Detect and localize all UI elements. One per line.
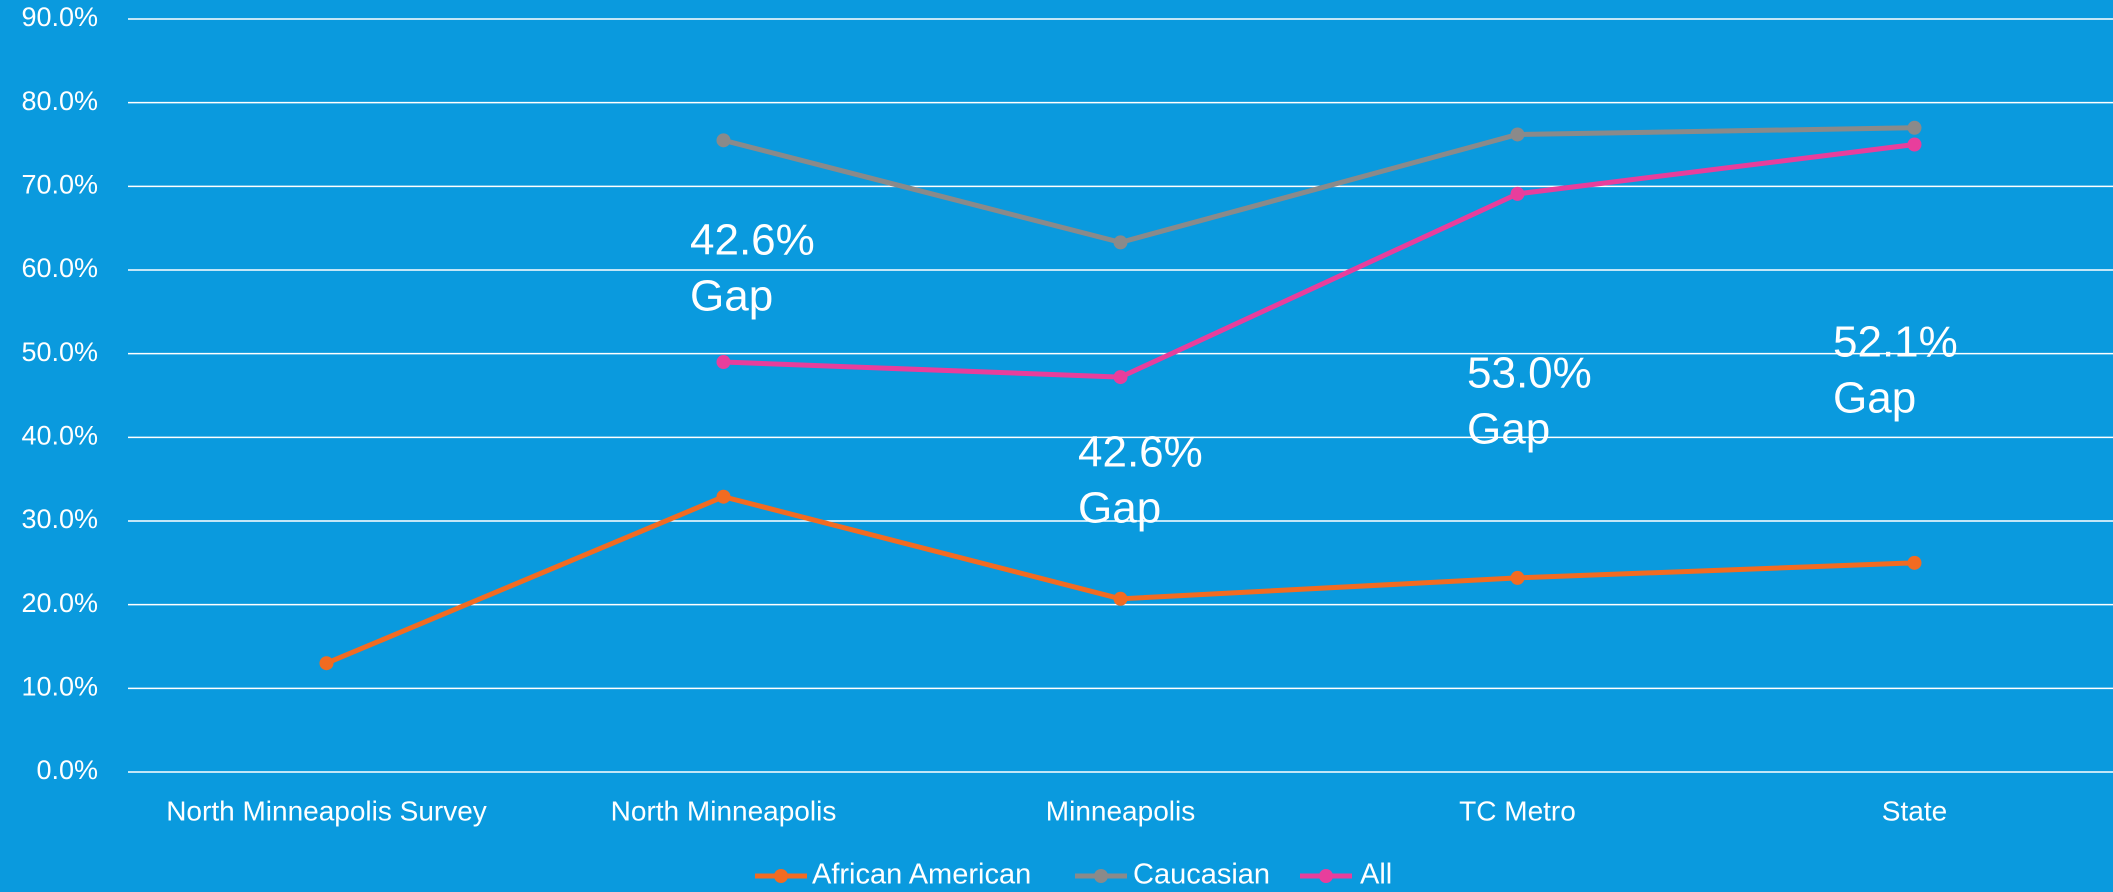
series-line xyxy=(723,142,1915,380)
annotation: Gap xyxy=(1833,374,1916,423)
x-tick-label: State xyxy=(1882,795,1947,826)
x-tick-label: North Minneapolis xyxy=(611,795,837,826)
legend-label: African American xyxy=(812,859,1031,891)
y-tick-label: 0.0% xyxy=(36,755,98,785)
y-tick-label: 20.0% xyxy=(21,588,98,618)
point xyxy=(1907,555,1922,570)
point xyxy=(716,133,731,148)
point xyxy=(1113,370,1128,385)
annotation: 42.6% xyxy=(690,216,815,265)
y-tick-label: 90.0% xyxy=(21,2,98,32)
legend-marker xyxy=(774,869,788,883)
point xyxy=(716,489,731,504)
y-tick-label: 70.0% xyxy=(21,169,98,199)
annotation: 42.6% xyxy=(1078,428,1203,477)
legend-marker xyxy=(1094,869,1108,883)
series-line xyxy=(722,125,1915,245)
legend-marker xyxy=(1319,869,1333,883)
point xyxy=(1907,120,1922,135)
x-tick-label: North Minneapolis Survey xyxy=(166,795,487,826)
legend-label: All xyxy=(1360,859,1392,891)
annotation: Gap xyxy=(690,272,773,321)
point xyxy=(319,656,334,671)
y-tick-label: 60.0% xyxy=(21,253,98,283)
y-tick-label: 80.0% xyxy=(21,86,98,116)
annotation: 52.1% xyxy=(1833,318,1958,367)
legend-label: Caucasian xyxy=(1133,859,1270,891)
y-tick-label: 50.0% xyxy=(21,337,98,367)
y-tick-label: 10.0% xyxy=(21,671,98,701)
annotation: Gap xyxy=(1078,484,1161,533)
y-tick-label: 30.0% xyxy=(21,504,98,534)
x-tick-label: Minneapolis xyxy=(1046,795,1195,826)
point xyxy=(1113,235,1128,250)
y-tick-label: 40.0% xyxy=(21,420,98,450)
annotation: 53.0% xyxy=(1467,349,1592,398)
point xyxy=(1510,127,1525,142)
point xyxy=(1510,186,1525,201)
point xyxy=(1907,137,1922,152)
annotation: Gap xyxy=(1467,405,1550,454)
point xyxy=(1510,570,1525,585)
point xyxy=(716,355,731,370)
x-tick-label: TC Metro xyxy=(1459,795,1576,826)
point xyxy=(1113,591,1128,606)
